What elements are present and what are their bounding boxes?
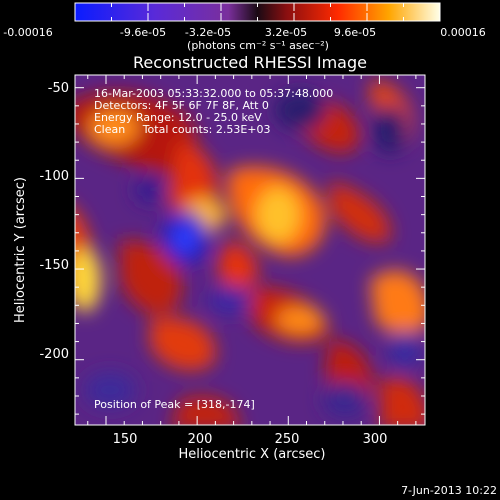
colorbar-tick-label: -0.00016	[3, 26, 52, 39]
y-tick-label: -150	[39, 258, 69, 273]
colorbar-tick-label: -3.2e-05	[185, 26, 231, 39]
x-tick-label: 250	[275, 432, 300, 447]
info-block: 16-Mar-2003 05:33:32.000 to 05:37:48.000…	[94, 87, 333, 136]
info-line: Clean Total counts: 2.53E+03	[94, 123, 271, 136]
info-line: Energy Range: 12.0 - 25.0 keV	[94, 111, 262, 124]
timestamp: 7-Jun-2013 10:22	[401, 484, 497, 497]
colorbar-tick-label: 9.6e-05	[334, 26, 376, 39]
x-tick-label: 150	[113, 432, 138, 447]
colorbar-tick-label: 3.2e-05	[265, 26, 307, 39]
colorbar-tick-label: 0.00016	[440, 26, 486, 39]
colorbar: -0.00016 -9.6e-05 -3.2e-05 3.2e-05 9.6e-…	[3, 2, 486, 52]
y-tick-label: -50	[48, 81, 69, 96]
plot-title: Reconstructed RHESSI Image	[133, 53, 367, 72]
y-tick-label: -200	[39, 347, 69, 362]
plot-frame	[74, 74, 426, 426]
info-line: Detectors: 4F 5F 6F 7F 8F, Att 0	[94, 99, 269, 112]
colorbar-tick-label: -9.6e-05	[120, 26, 166, 39]
x-tick-label: 200	[188, 432, 213, 447]
y-axis-label: Heliocentric Y (arcsec)	[13, 177, 28, 323]
rhessi-image	[75, 75, 425, 425]
y-tick-label: -100	[39, 169, 69, 184]
colorbar-unit-label: (photons cm⁻² s⁻¹ asec⁻²)	[187, 39, 329, 52]
x-axis-label: Heliocentric X (arcsec)	[179, 447, 326, 462]
x-tick-label: 300	[363, 432, 388, 447]
peak-position-text: Position of Peak = [318,-174]	[94, 398, 255, 411]
info-line: 16-Mar-2003 05:33:32.000 to 05:37:48.000	[94, 87, 333, 100]
